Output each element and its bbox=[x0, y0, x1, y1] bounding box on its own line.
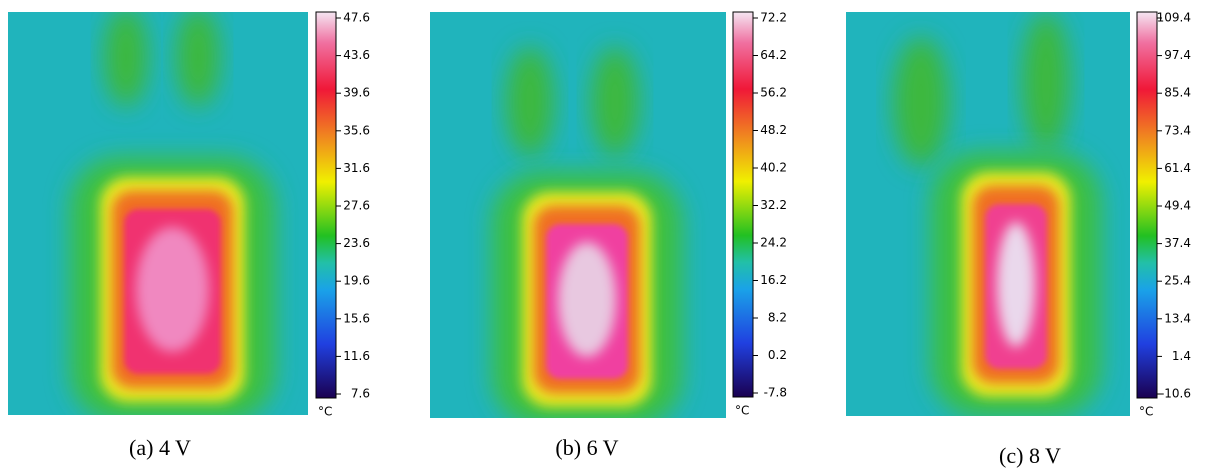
scale-label: 27.6 bbox=[343, 199, 370, 213]
unit-label: °C bbox=[1139, 405, 1153, 419]
scale-label: 72.2 bbox=[760, 11, 787, 25]
scale-label: 47.6 bbox=[343, 11, 370, 25]
scale-label: 8.2 bbox=[768, 311, 787, 325]
scale-label: 37.4 bbox=[1164, 236, 1191, 250]
scale-label: 43.6 bbox=[343, 48, 370, 62]
color-scale bbox=[1137, 12, 1157, 398]
color-scale bbox=[733, 12, 753, 397]
thermal-image bbox=[846, 12, 1130, 417]
heat-hot bbox=[997, 222, 1035, 347]
scale-label: 32.2 bbox=[760, 198, 787, 212]
scale-label: 35.6 bbox=[343, 123, 370, 137]
figure: 47.6 43.6 39.6 35.6 31.6 27.6 23.6 19.6 15.6 11.6… bbox=[0, 0, 1231, 472]
scale-label: -7.8 bbox=[764, 386, 787, 400]
scale-label: 85.4 bbox=[1164, 86, 1191, 100]
ear bbox=[104, 7, 148, 107]
scale-label: 16.2 bbox=[760, 273, 787, 287]
scale-label: 1.4 bbox=[1172, 349, 1191, 363]
heat-hot bbox=[558, 242, 616, 357]
scale-label: 11.6 bbox=[343, 349, 370, 363]
scale-label: 25.4 bbox=[1164, 274, 1191, 288]
panel: 109.4 97.4 85.4 73.4 61.4 49.4 37.4 25.4 13.4 1.4… bbox=[846, 11, 1191, 469]
scale-label: 48.2 bbox=[760, 123, 787, 137]
scale-label: 31.6 bbox=[343, 161, 370, 175]
panel: 47.6 43.6 39.6 35.6 31.6 27.6 23.6 19.6 15.6 11.6… bbox=[8, 7, 370, 460]
scale-label: 39.6 bbox=[343, 86, 370, 100]
scale-label: 49.4 bbox=[1164, 199, 1191, 213]
ear bbox=[506, 47, 554, 157]
panel: 72.2 64.2 56.2 48.2 40.2 32.2 24.2 16.2 8.2 0.2 -7… bbox=[430, 11, 787, 461]
scale-label: 73.4 bbox=[1164, 123, 1191, 137]
scale-label: 40.2 bbox=[760, 161, 787, 175]
thermal-image bbox=[430, 12, 726, 427]
caption: (b) 6 V bbox=[555, 435, 618, 460]
ear bbox=[893, 37, 949, 167]
caption: (a) 4 V bbox=[129, 435, 191, 460]
scale-label: 61.4 bbox=[1164, 161, 1191, 175]
thermal-image bbox=[8, 7, 308, 422]
unit-label: °C bbox=[735, 404, 749, 418]
scale-label: 97.4 bbox=[1164, 48, 1191, 62]
scale-label: 56.2 bbox=[760, 86, 787, 100]
ear bbox=[1022, 12, 1070, 152]
scale-label: 13.4 bbox=[1164, 311, 1191, 325]
scale-label: 109.4 bbox=[1157, 11, 1191, 25]
scale-label: 7.6 bbox=[351, 387, 370, 401]
unit-label: °C bbox=[318, 405, 332, 419]
scale-label: 0.2 bbox=[768, 348, 787, 362]
scale-label: 24.2 bbox=[760, 236, 787, 250]
scale-label: 23.6 bbox=[343, 236, 370, 250]
scale-label: -10.6 bbox=[1160, 387, 1191, 401]
heat-hot bbox=[136, 227, 209, 352]
color-scale bbox=[316, 12, 336, 398]
scale-label: 64.2 bbox=[760, 48, 787, 62]
ear bbox=[591, 47, 639, 157]
scale-label: 15.6 bbox=[343, 311, 370, 325]
scale-label: 19.6 bbox=[343, 274, 370, 288]
caption: (c) 8 V bbox=[999, 443, 1061, 468]
ear bbox=[176, 7, 220, 107]
